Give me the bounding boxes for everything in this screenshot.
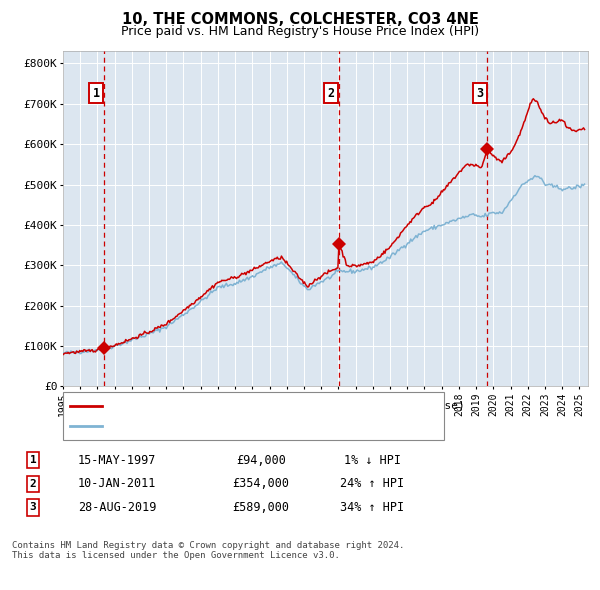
Text: Contains HM Land Registry data © Crown copyright and database right 2024.: Contains HM Land Registry data © Crown c… — [12, 541, 404, 550]
Text: HPI: Average price, detached house, Colchester: HPI: Average price, detached house, Colc… — [107, 421, 418, 431]
Text: Price paid vs. HM Land Registry's House Price Index (HPI): Price paid vs. HM Land Registry's House … — [121, 25, 479, 38]
Text: 34% ↑ HPI: 34% ↑ HPI — [340, 501, 404, 514]
Text: 28-AUG-2019: 28-AUG-2019 — [78, 501, 156, 514]
Text: 3: 3 — [29, 503, 37, 512]
Text: 10, THE COMMONS, COLCHESTER, CO3 4NE (detached house): 10, THE COMMONS, COLCHESTER, CO3 4NE (de… — [107, 401, 464, 411]
Text: 10, THE COMMONS, COLCHESTER, CO3 4NE: 10, THE COMMONS, COLCHESTER, CO3 4NE — [122, 12, 478, 27]
Text: 1: 1 — [92, 87, 100, 100]
Text: £354,000: £354,000 — [233, 477, 290, 490]
Text: £589,000: £589,000 — [233, 501, 290, 514]
Text: 2: 2 — [29, 479, 37, 489]
Text: £94,000: £94,000 — [236, 454, 286, 467]
Text: 3: 3 — [476, 87, 483, 100]
Text: 1% ↓ HPI: 1% ↓ HPI — [343, 454, 401, 467]
Text: 10-JAN-2011: 10-JAN-2011 — [78, 477, 156, 490]
Text: 1: 1 — [29, 455, 37, 465]
Text: This data is licensed under the Open Government Licence v3.0.: This data is licensed under the Open Gov… — [12, 552, 340, 560]
Text: 24% ↑ HPI: 24% ↑ HPI — [340, 477, 404, 490]
Text: 15-MAY-1997: 15-MAY-1997 — [78, 454, 156, 467]
Text: 2: 2 — [328, 87, 335, 100]
